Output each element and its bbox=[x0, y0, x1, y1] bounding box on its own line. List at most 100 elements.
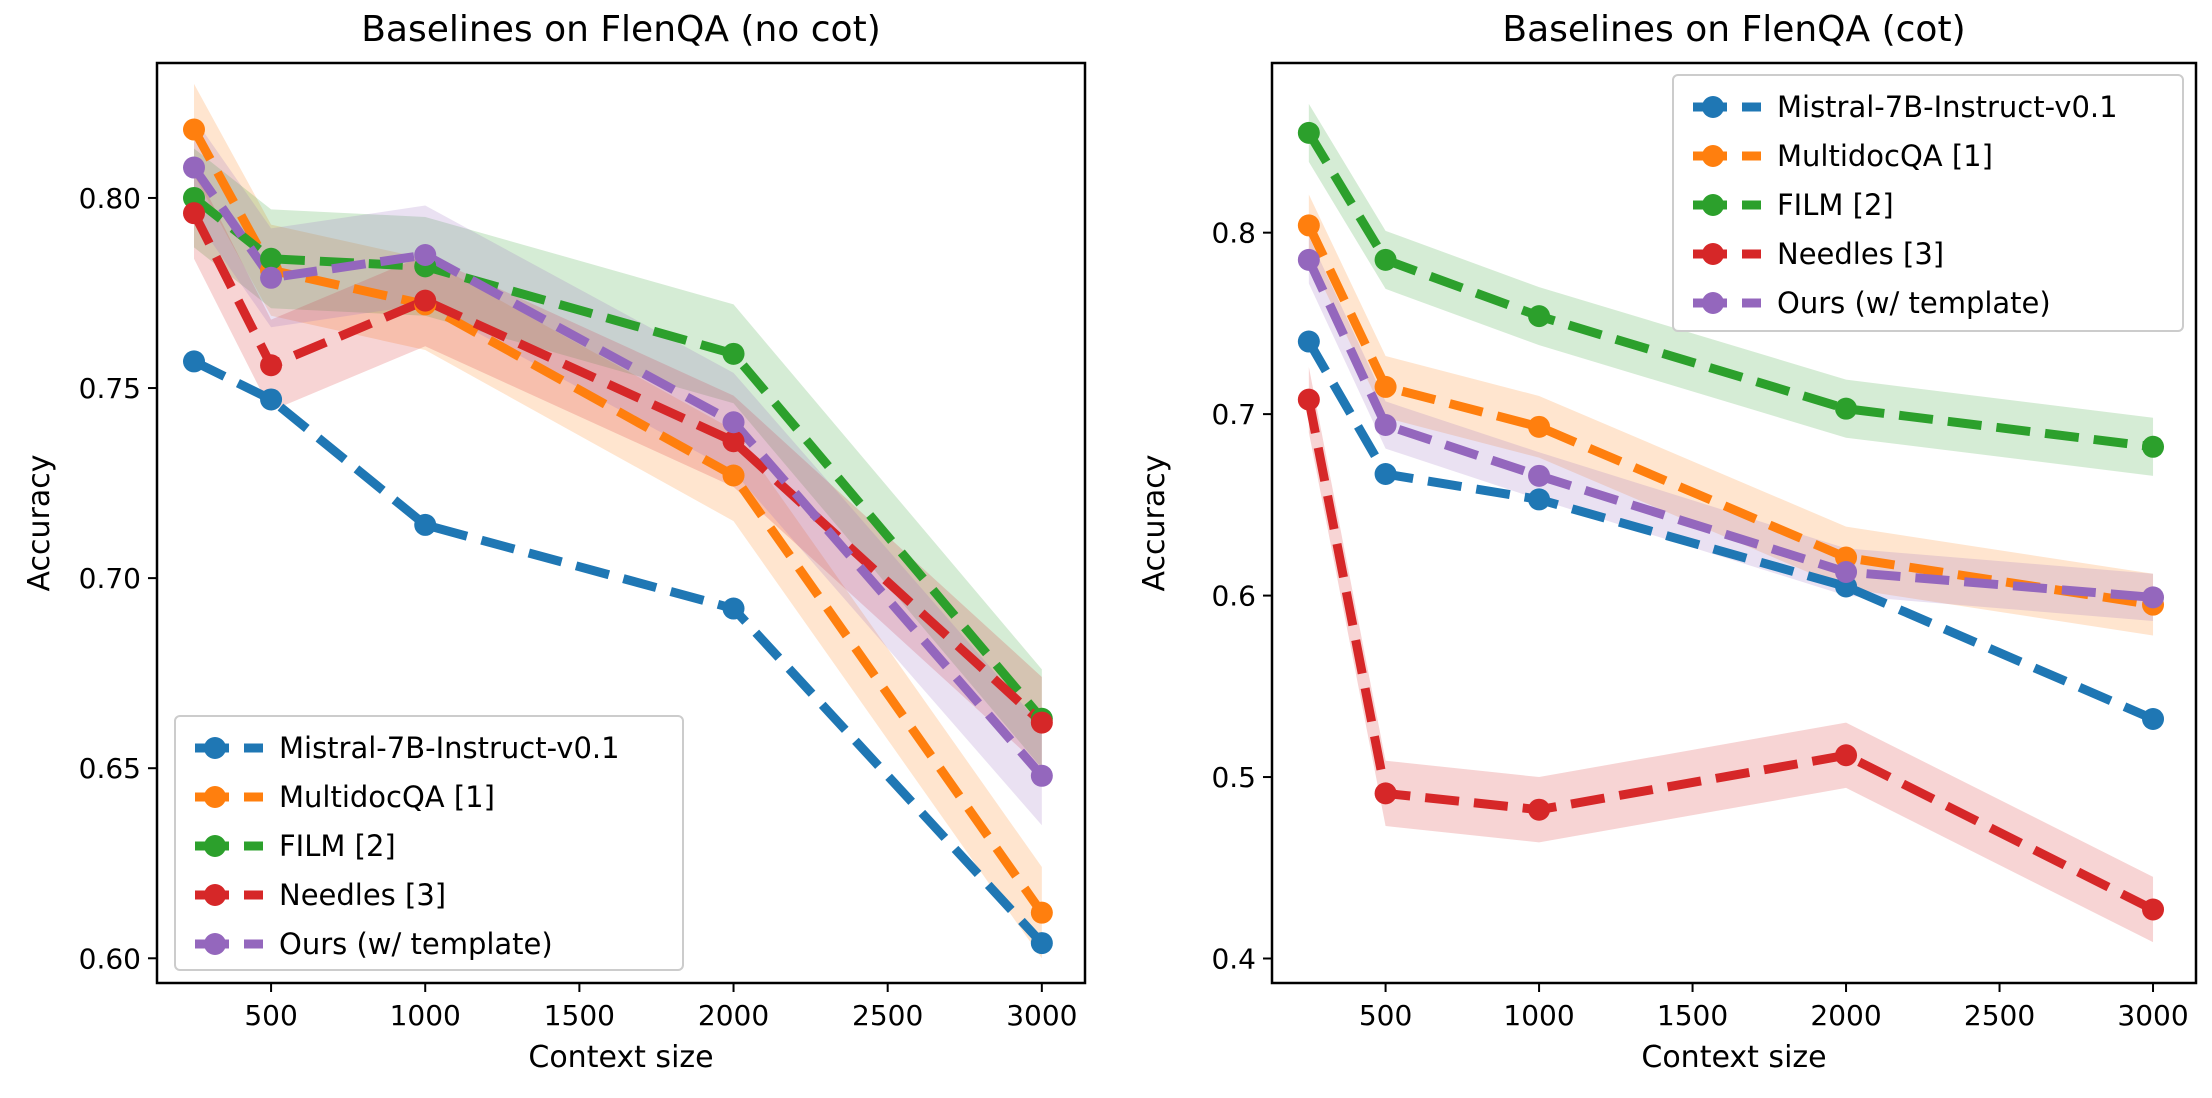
plot-frame bbox=[155, 61, 1087, 985]
y-tick-label: 0.7 bbox=[1211, 398, 1256, 431]
legend-label-needles-3: Needles [3] bbox=[1777, 237, 1944, 271]
point-multidocqa-1-500 bbox=[1374, 375, 1397, 398]
y-tick-label: 0.5 bbox=[1211, 761, 1256, 794]
legend-marker-ours-w-template bbox=[204, 933, 226, 955]
y-tick-label: 0.75 bbox=[79, 372, 141, 405]
band-needles-3 bbox=[193, 167, 1042, 769]
x-tick-label: 1000 bbox=[390, 999, 461, 1032]
x-tick-label: 1000 bbox=[1503, 999, 1574, 1032]
point-needles-3-500 bbox=[260, 354, 283, 377]
y-tick-label: 0.65 bbox=[79, 752, 141, 785]
y-tick-label: 0.4 bbox=[1211, 943, 1256, 976]
y-axis-label: Accuracy bbox=[22, 455, 57, 592]
legend: Mistral-7B-Instruct-v0.1 MultidocQA [1] FI… bbox=[174, 715, 684, 971]
y-axis-ticks: 0.60 0.65 0.70 0.75 0.80 bbox=[79, 182, 157, 975]
y-tick-label: 0.60 bbox=[79, 942, 141, 975]
legend-marker-multidocqa-1 bbox=[1702, 145, 1724, 167]
point-needles-3-3000 bbox=[2142, 898, 2165, 921]
legend-label-mistral-7b-instruct-v0-1: Mistral-7B-Instruct-v0.1 bbox=[1777, 90, 2118, 124]
line-ours-w-template bbox=[190, 164, 1046, 779]
x-tick-label: 2000 bbox=[1810, 999, 1881, 1032]
x-axis-ticks: 500 1000 1500 2000 2500 3000 bbox=[1359, 983, 2189, 1032]
x-tick-label: 500 bbox=[1359, 999, 1412, 1032]
y-tick-label: 0.80 bbox=[79, 182, 141, 215]
y-tick-label: 0.6 bbox=[1211, 580, 1256, 613]
x-tick-label: 2500 bbox=[852, 999, 923, 1032]
y-axis-ticks: 0.4 0.5 0.6 0.7 0.8 bbox=[1211, 217, 1272, 976]
legend-marker-film-2 bbox=[1702, 194, 1724, 216]
point-needles-3-1000 bbox=[1528, 798, 1551, 821]
point-film-2-2000 bbox=[1835, 397, 1858, 420]
point-ours-w-template-3000 bbox=[2142, 586, 2165, 609]
legend-marker-multidocqa-1 bbox=[204, 786, 226, 808]
chart-cot: 500 1000 1500 2000 2500 3000 0.40.50.60.70.8 … bbox=[1137, 9, 2198, 1075]
band-needles-3 bbox=[1308, 366, 2154, 943]
series-markers bbox=[182, 118, 1053, 955]
point-needles-3-1000 bbox=[414, 289, 437, 312]
point-needles-3-250 bbox=[182, 202, 205, 225]
point-needles-3-250 bbox=[1297, 388, 1320, 411]
x-tick-label: 2000 bbox=[698, 999, 769, 1032]
point-mistral-7b-instruct-v0-1-1000 bbox=[414, 513, 437, 536]
x-axis-label: Context size bbox=[528, 1040, 713, 1075]
point-ours-w-template-1000 bbox=[1528, 464, 1551, 487]
x-tick-label: 1500 bbox=[1657, 999, 1728, 1032]
point-ours-w-template-2000 bbox=[1835, 560, 1858, 583]
point-needles-3-2000 bbox=[1835, 744, 1858, 767]
point-film-2-250 bbox=[182, 186, 205, 209]
point-mistral-7b-instruct-v0-1-500 bbox=[1374, 463, 1397, 486]
line-mistral-7b-instruct-v0-1 bbox=[192, 357, 1046, 947]
band-ours-w-template bbox=[193, 118, 1042, 826]
point-ours-w-template-500 bbox=[1374, 414, 1397, 437]
point-mistral-7b-instruct-v0-1-500 bbox=[260, 388, 283, 411]
y-tick-label: 0.8 bbox=[1211, 217, 1256, 250]
point-mistral-7b-instruct-v0-1-250 bbox=[182, 350, 205, 373]
point-film-2-250 bbox=[1297, 121, 1320, 144]
x-axis-label: Context size bbox=[1641, 1040, 1826, 1075]
point-film-2-2000 bbox=[722, 342, 745, 365]
legend-label-multidocqa-1: MultidocQA [1] bbox=[1777, 139, 1993, 173]
band-ours-w-template bbox=[1308, 236, 2154, 621]
legend-marker-ours-w-template bbox=[1702, 292, 1724, 314]
legend-marker-needles-3 bbox=[1702, 243, 1724, 265]
point-needles-3-3000 bbox=[1030, 711, 1053, 734]
point-ours-w-template-500 bbox=[260, 266, 283, 289]
point-ours-w-template-3000 bbox=[1030, 764, 1053, 787]
series-markers bbox=[1297, 121, 2165, 921]
legend-label-multidocqa-1: MultidocQA [1] bbox=[279, 780, 495, 814]
point-ours-w-template-1000 bbox=[414, 243, 437, 266]
legend-box bbox=[174, 715, 684, 971]
legend-label-needles-3: Needles [3] bbox=[279, 878, 446, 912]
x-tick-label: 2500 bbox=[1964, 999, 2035, 1032]
x-axis-ticks: 500 1000 1500 2000 2500 3000 bbox=[244, 983, 1077, 1032]
x-tick-label: 500 bbox=[244, 999, 297, 1032]
point-multidocqa-1-250 bbox=[182, 118, 205, 141]
point-film-2-3000 bbox=[2142, 435, 2165, 458]
point-multidocqa-1-1000 bbox=[1528, 415, 1551, 438]
point-multidocqa-1-3000 bbox=[1030, 901, 1053, 924]
legend-label-ours-w-template: Ours (w/ template) bbox=[1777, 286, 2051, 320]
plot-frame bbox=[1270, 61, 2198, 985]
point-mistral-7b-instruct-v0-1-250 bbox=[1297, 330, 1320, 353]
point-film-2-500 bbox=[1374, 248, 1397, 271]
legend-marker-needles-3 bbox=[204, 884, 226, 906]
legend-marker-mistral-7b-instruct-v0-1 bbox=[204, 737, 226, 759]
point-ours-w-template-2000 bbox=[722, 411, 745, 434]
line-multidocqa-1 bbox=[1304, 223, 2154, 610]
point-mistral-7b-instruct-v0-1-1000 bbox=[1528, 488, 1551, 511]
x-tick-label: 3000 bbox=[2117, 999, 2188, 1032]
point-film-2-1000 bbox=[1528, 305, 1551, 328]
legend-label-ours-w-template: Ours (w/ template) bbox=[279, 927, 553, 961]
legend-label-film-2: FILM [2] bbox=[1777, 188, 1894, 222]
chart-title: Baselines on FlenQA (no cot) bbox=[361, 9, 881, 50]
legend-box bbox=[1672, 74, 2184, 332]
point-needles-3-2000 bbox=[722, 430, 745, 453]
x-tick-label: 3000 bbox=[1006, 999, 1077, 1032]
legend-label-mistral-7b-instruct-v0-1: Mistral-7B-Instruct-v0.1 bbox=[279, 731, 620, 765]
point-ours-w-template-250 bbox=[1297, 248, 1320, 271]
y-axis-label: Accuracy bbox=[1137, 455, 1172, 592]
legend-marker-film-2 bbox=[204, 835, 226, 857]
x-tick-label: 1500 bbox=[544, 999, 615, 1032]
legend-marker-mistral-7b-instruct-v0-1 bbox=[1702, 96, 1724, 118]
